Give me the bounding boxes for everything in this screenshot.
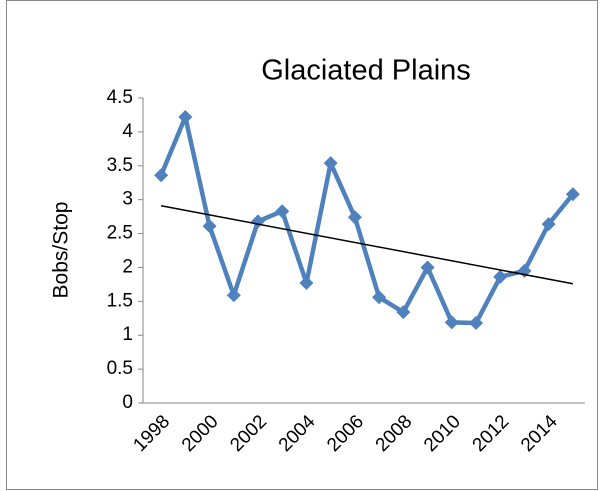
- chart-title: Glaciated Plains: [261, 55, 471, 87]
- data-marker: [323, 156, 338, 171]
- data-marker: [178, 109, 193, 124]
- data-marker: [396, 305, 411, 320]
- y-tick-label: 2: [122, 256, 133, 277]
- y-tick-label: 1: [122, 324, 133, 345]
- data-marker: [493, 269, 508, 284]
- data-marker: [275, 204, 290, 219]
- data-marker: [202, 219, 217, 234]
- y-tick-label: 0: [122, 392, 133, 413]
- data-marker: [154, 168, 169, 183]
- trendline: [160, 205, 574, 285]
- y-tick-label: 0.5: [107, 358, 133, 379]
- data-marker: [469, 316, 483, 331]
- data-marker: [565, 187, 580, 202]
- y-axis-title: Bobs/Stop: [50, 202, 73, 299]
- data-marker: [444, 315, 459, 330]
- y-tick-label: 1.5: [107, 290, 133, 311]
- data-marker: [541, 217, 556, 232]
- y-tick-label: 2.5: [107, 223, 133, 244]
- y-tick-label: 3: [122, 189, 133, 210]
- data-marker: [299, 276, 314, 291]
- y-tick-label: 3.5: [107, 155, 133, 176]
- data-marker: [347, 210, 362, 225]
- data-marker: [420, 260, 435, 275]
- y-tick-label: 4: [122, 121, 133, 142]
- y-tick-label: 4.5: [107, 87, 133, 108]
- data-marker: [226, 288, 241, 303]
- chart-border: [6, 0, 598, 490]
- data-marker: [372, 290, 387, 305]
